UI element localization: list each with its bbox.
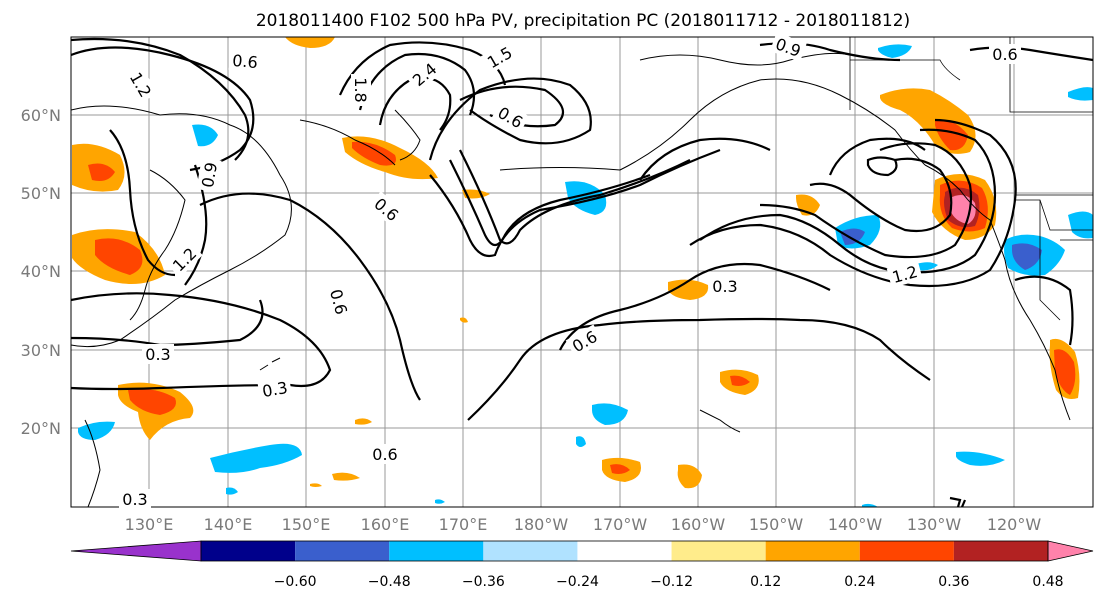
precip-blob	[592, 403, 628, 425]
map-title: 2018011400 F102 500 hPa PV, precipitatio…	[256, 11, 910, 31]
precip-blob	[916, 262, 938, 271]
latitude-label: 20°N	[21, 419, 61, 438]
colorbar-segment	[577, 541, 672, 561]
precip-blob	[677, 464, 702, 489]
longitude-label: 130°W	[907, 515, 962, 534]
precipitation-shading	[72, 37, 1093, 507]
precip-blob	[352, 141, 396, 166]
colorbar-tick-label: −0.12	[650, 574, 693, 590]
colorbar-tick-label: 0.36	[938, 574, 969, 590]
precip-blob	[285, 37, 335, 48]
precip-blob	[730, 375, 750, 386]
precip-blob	[78, 421, 115, 440]
precip-blob	[840, 228, 865, 245]
longitude-label: 180°W	[514, 515, 569, 534]
precip-blob	[1068, 87, 1093, 101]
colorbar-segment	[201, 541, 296, 561]
colorbar-tick-label: −0.60	[274, 574, 317, 590]
longitude-label: 160°W	[671, 515, 726, 534]
contour-label: 0.6	[992, 45, 1017, 64]
precip-blob	[862, 503, 878, 507]
political-boundaries	[849, 37, 1093, 321]
colorbar-tick-label: −0.24	[556, 574, 599, 590]
map-frame	[70, 36, 1094, 508]
precip-blob	[435, 499, 445, 504]
contour-label: 0.9	[198, 161, 221, 189]
precip-blob	[355, 418, 372, 425]
latitude-label: 40°N	[21, 262, 61, 281]
precip-blob	[878, 44, 912, 58]
contour-label: 0.3	[122, 490, 147, 509]
colorbar-segment	[671, 541, 766, 561]
longitude-label: 140°E	[204, 515, 253, 534]
precip-blob	[1068, 211, 1093, 239]
colorbar-segment	[953, 541, 1048, 561]
contour-label: 0.3	[145, 345, 170, 364]
precip-blob	[460, 317, 468, 323]
longitude-label: 130°E	[125, 515, 174, 534]
longitude-label: 170°W	[593, 515, 648, 534]
colorbar-tick-label: −0.36	[462, 574, 505, 590]
precip-blob	[88, 163, 115, 181]
colorbar-tick-label: 0.24	[844, 574, 875, 590]
contour-label: 0.3	[712, 277, 737, 296]
latitude-labels: 60°N 50°N 40°N 30°N 20°N	[21, 106, 61, 438]
colorbar-segment	[295, 541, 390, 561]
colorbar-segment	[483, 541, 578, 561]
precip-blob	[95, 238, 143, 275]
latitude-label: 50°N	[21, 184, 61, 203]
longitude-label: 150°W	[749, 515, 804, 534]
contour-labels: 1.20.60.91.20.60.30.30.61.52.41.80.60.9 0…	[119, 32, 1021, 509]
precip-blob	[128, 389, 176, 415]
latitude-label: 60°N	[21, 106, 61, 125]
colorbar-segment	[389, 541, 484, 561]
precip-blob	[226, 487, 238, 495]
longitude-label: 120°W	[987, 515, 1042, 534]
contour-label: 0.6	[372, 445, 397, 464]
longitude-labels: 130°E 140°E 150°E 160°E 170°E 180°W 170°W 160°W…	[125, 515, 1042, 534]
latitude-label: 30°N	[21, 341, 61, 360]
colorbar-extension-low	[70, 540, 202, 562]
longitude-label: 160°E	[361, 515, 410, 534]
longitude-label: 150°E	[282, 515, 331, 534]
colorbar-outline	[200, 540, 1049, 562]
precip-blob	[955, 451, 1005, 466]
precip-blob	[668, 279, 709, 300]
precip-blob	[192, 124, 218, 147]
contour-label: 0.6	[232, 51, 259, 72]
precip-blob	[332, 472, 360, 481]
precip-blob	[576, 436, 586, 447]
contour-label: 1.8	[351, 77, 370, 102]
colorbar-tick-label: −0.48	[368, 574, 411, 590]
coastlines	[71, 52, 1071, 507]
colorbar-extension-high	[1047, 540, 1094, 562]
precip-blob	[210, 443, 302, 473]
colorbar	[70, 540, 1094, 562]
precip-blob	[1054, 349, 1076, 395]
colorbar-tick-label: 0.12	[750, 574, 781, 590]
precip-blob	[1012, 243, 1042, 270]
colorbar-tick-label: 0.48	[1032, 574, 1063, 590]
colorbar-segment	[859, 541, 954, 561]
colorbar-tick-labels: −0.60 −0.48 −0.36 −0.24 −0.12 0.12 0.24 0.36 0.4…	[274, 574, 1064, 590]
longitude-label: 170°E	[439, 515, 488, 534]
precip-blob	[310, 483, 322, 487]
precip-blob	[610, 464, 630, 474]
colorbar-segment	[765, 541, 860, 561]
pv-contours	[71, 37, 1093, 507]
longitude-label: 140°W	[828, 515, 883, 534]
precip-blob	[935, 119, 968, 151]
contour-label: 0.3	[261, 378, 289, 401]
